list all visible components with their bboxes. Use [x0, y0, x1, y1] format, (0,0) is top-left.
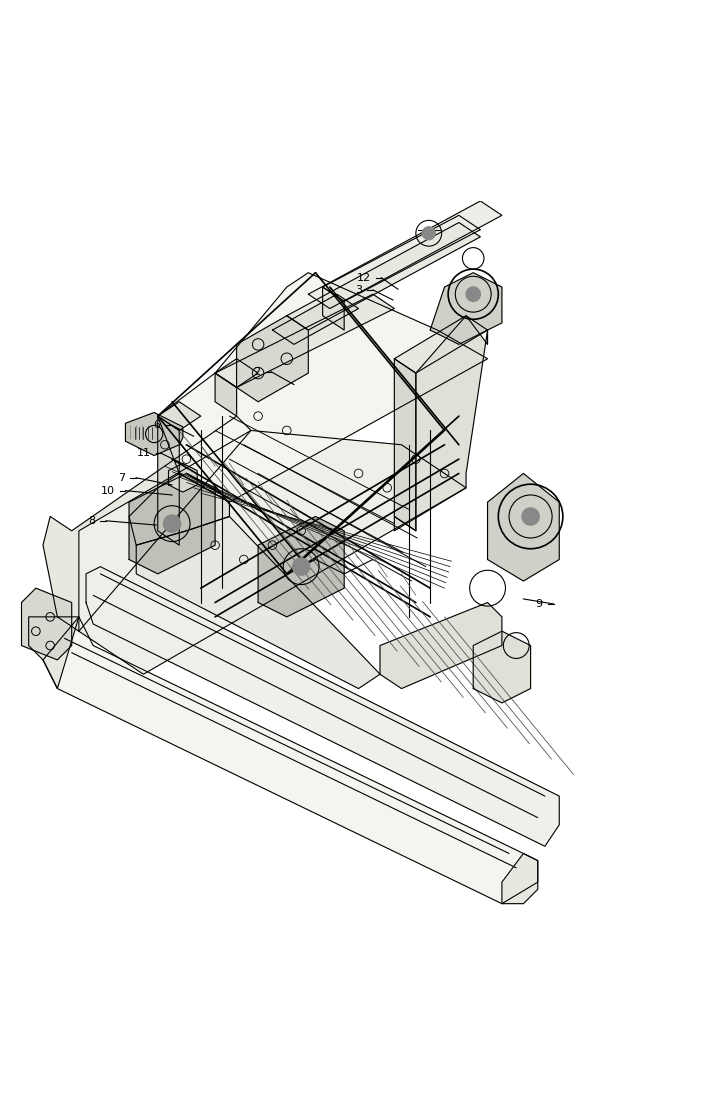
Text: 8: 8	[88, 516, 95, 526]
Circle shape	[522, 508, 539, 525]
Polygon shape	[129, 473, 215, 574]
Polygon shape	[394, 316, 488, 530]
Polygon shape	[287, 223, 480, 330]
Polygon shape	[158, 273, 488, 502]
Polygon shape	[430, 273, 502, 345]
Text: 10: 10	[100, 486, 115, 496]
Polygon shape	[79, 431, 466, 675]
Polygon shape	[215, 359, 258, 387]
Polygon shape	[308, 201, 502, 309]
Text: 6: 6	[153, 420, 160, 430]
Polygon shape	[168, 463, 197, 492]
Polygon shape	[237, 316, 308, 402]
Polygon shape	[473, 631, 531, 703]
Polygon shape	[323, 288, 344, 330]
Polygon shape	[394, 316, 488, 373]
Polygon shape	[158, 416, 179, 545]
Polygon shape	[22, 589, 72, 660]
Polygon shape	[43, 416, 251, 631]
Polygon shape	[129, 473, 229, 545]
Polygon shape	[502, 854, 538, 904]
Polygon shape	[258, 517, 344, 617]
Polygon shape	[29, 617, 79, 688]
Text: 3: 3	[355, 285, 362, 295]
Polygon shape	[380, 602, 502, 688]
Circle shape	[293, 558, 310, 575]
Text: 12: 12	[356, 273, 371, 283]
Polygon shape	[125, 413, 183, 455]
Polygon shape	[394, 359, 416, 530]
Text: 2: 2	[253, 367, 260, 377]
Polygon shape	[86, 566, 559, 846]
Text: 11: 11	[136, 449, 151, 459]
Text: 7: 7	[118, 472, 125, 482]
Circle shape	[466, 288, 480, 301]
Text: 9: 9	[536, 599, 543, 609]
Polygon shape	[488, 473, 559, 581]
Polygon shape	[43, 617, 538, 904]
Polygon shape	[136, 517, 380, 688]
Polygon shape	[215, 373, 237, 416]
Polygon shape	[323, 215, 480, 301]
Circle shape	[163, 515, 181, 533]
Polygon shape	[272, 294, 358, 345]
Polygon shape	[215, 294, 394, 387]
Circle shape	[422, 227, 435, 239]
Polygon shape	[158, 402, 201, 431]
